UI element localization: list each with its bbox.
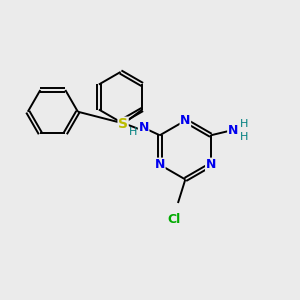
Text: N: N — [180, 114, 190, 127]
Text: N: N — [154, 158, 165, 171]
Text: H: H — [240, 119, 248, 129]
Text: H: H — [129, 127, 137, 137]
Text: H: H — [240, 132, 248, 142]
Text: S: S — [118, 117, 128, 131]
Text: N: N — [139, 122, 149, 134]
Text: N: N — [228, 124, 238, 137]
Text: N: N — [206, 158, 216, 171]
Text: Cl: Cl — [167, 213, 180, 226]
